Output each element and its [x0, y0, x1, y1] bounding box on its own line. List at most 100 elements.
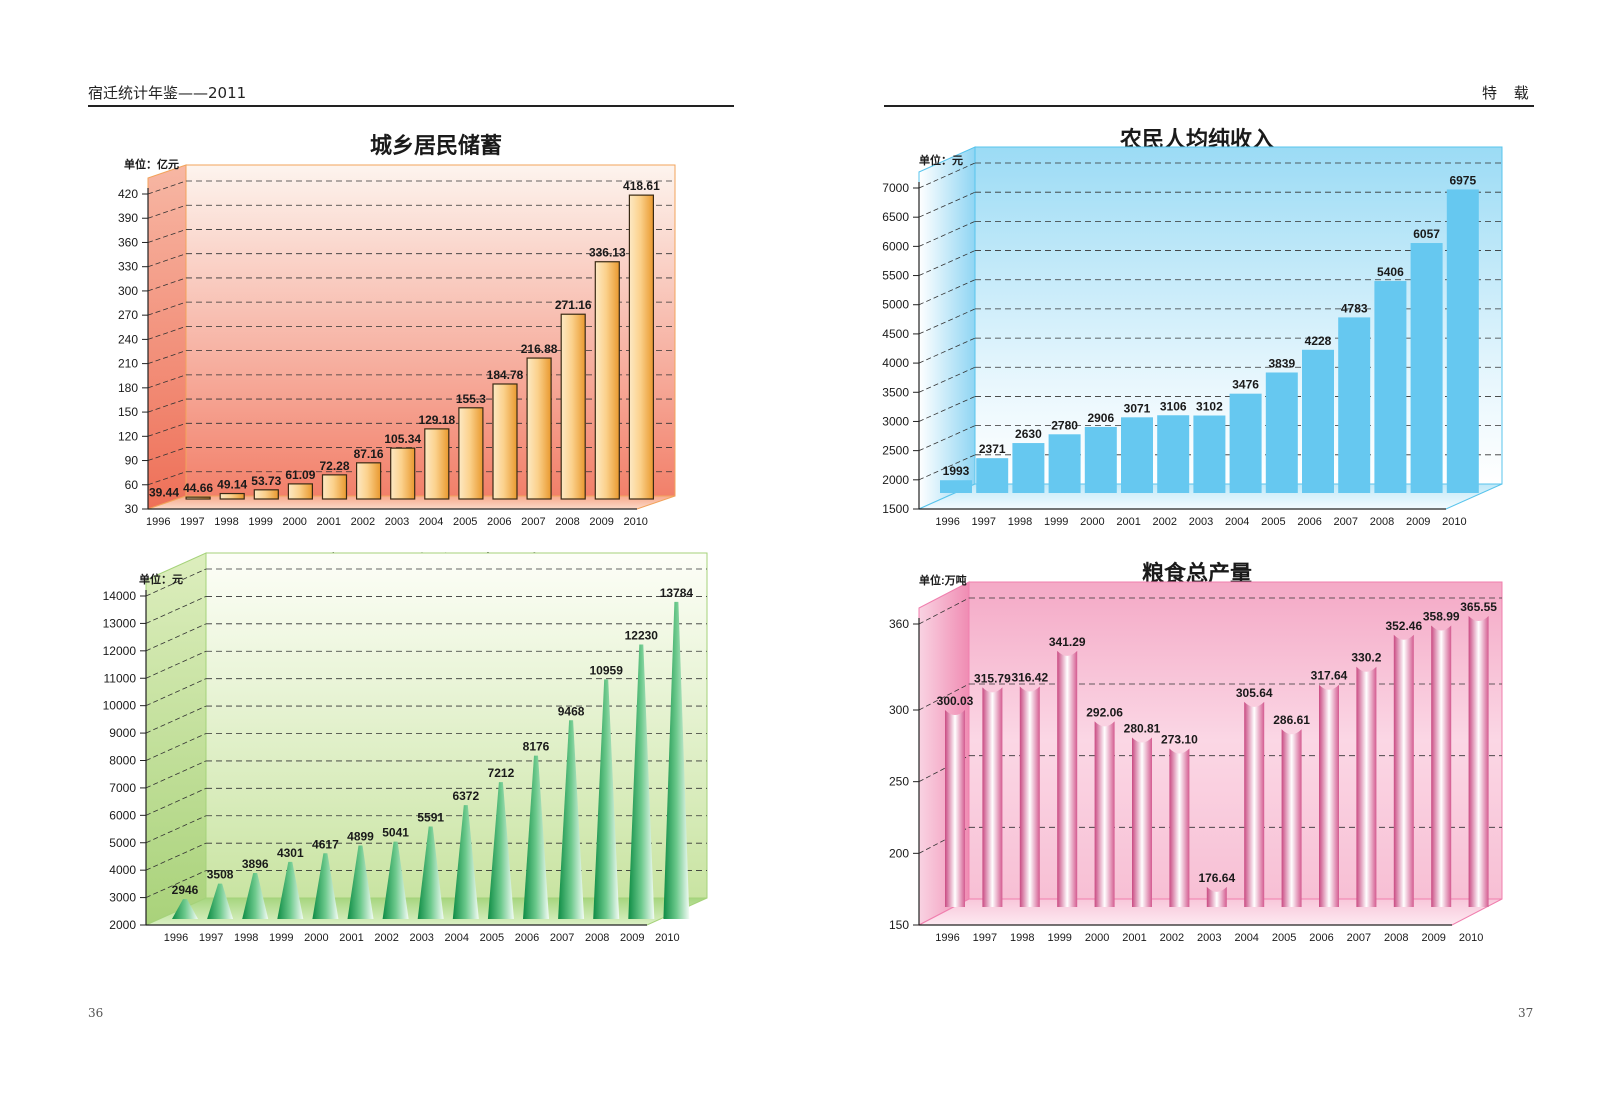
- gridline-side: [918, 454, 976, 481]
- y-tick-label: 11000: [104, 671, 137, 685]
- data-label: 61.09: [285, 468, 315, 482]
- gridline-side: [147, 253, 187, 268]
- y-tick-label: 5000: [109, 836, 136, 850]
- x-tick-label: 2006: [1297, 516, 1321, 528]
- y-tick-label: 390: [118, 211, 138, 225]
- gridline-side: [147, 374, 187, 389]
- y-tick-label: 4000: [109, 863, 136, 877]
- y-tick-label: 4500: [882, 327, 909, 341]
- data-label: 2630: [1015, 427, 1042, 441]
- data-label: 176.64: [1198, 871, 1235, 885]
- data-label: 2946: [172, 883, 199, 897]
- x-tick-label: 1999: [1044, 516, 1068, 528]
- x-tick-label: 2001: [317, 516, 341, 528]
- running-header-right: 特 载: [1482, 84, 1535, 102]
- x-tick-label: 2001: [339, 932, 363, 944]
- y-tick-label: 270: [118, 308, 138, 322]
- data-label: 216.88: [521, 342, 558, 356]
- data-label: 317.64: [1311, 669, 1348, 683]
- data-label: 44.66: [183, 481, 213, 495]
- y-tick-label: 60: [125, 478, 139, 492]
- x-tick-label: 2000: [1085, 932, 1109, 944]
- bar: [982, 687, 1003, 907]
- chart-grain: 150 200 250 300 360 单位:万吨 300.03 1996 315.79 1997…: [889, 573, 1503, 944]
- x-tick-label: 2000: [282, 516, 306, 528]
- x-tick-label: 2003: [1197, 932, 1221, 944]
- chart-urban-income: 2000 3000 4000 5000 6000 7000 8000 9000 10000 110…: [103, 552, 708, 944]
- x-tick-label: 2008: [555, 516, 579, 528]
- x-tick-label: 2000: [304, 932, 328, 944]
- gridline-side: [145, 705, 207, 734]
- x-tick-label: 1997: [972, 516, 996, 528]
- y-tick-label: 6000: [882, 239, 909, 253]
- y-tick-label: 3500: [882, 385, 909, 399]
- data-label: 358.99: [1423, 609, 1460, 623]
- data-label: 330.2: [1351, 651, 1381, 665]
- gridline-side: [918, 425, 976, 452]
- gridline-side: [147, 471, 187, 486]
- data-label: 7212: [488, 766, 515, 780]
- gridline-side: [918, 755, 970, 783]
- bar: [1393, 634, 1414, 907]
- unit-label: 单位：元: [139, 572, 183, 586]
- gridline-side: [145, 760, 207, 789]
- bar: [594, 261, 620, 500]
- y-tick-label: 13000: [103, 616, 137, 630]
- y-tick-label: 3000: [882, 414, 909, 428]
- y-tick-label: 7000: [882, 181, 909, 195]
- y-tick-label: 6500: [882, 210, 909, 224]
- unit-label: 单位：元: [919, 153, 963, 167]
- gridline-side: [147, 350, 187, 364]
- data-label: 280.81: [1124, 722, 1161, 736]
- bar: [1281, 729, 1302, 907]
- x-tick-label: 2000: [1080, 516, 1104, 528]
- gridline-side: [147, 229, 187, 243]
- gridline-side: [918, 191, 976, 218]
- data-label: 4617: [312, 837, 339, 851]
- bar: [1157, 415, 1190, 493]
- data-label: 53.73: [251, 474, 281, 488]
- y-tick-label: 150: [889, 918, 909, 932]
- gridline-side: [145, 870, 207, 898]
- y-tick-label: 120: [118, 429, 138, 443]
- chart-side-wall: [145, 552, 207, 926]
- bar: [945, 709, 965, 907]
- bar: [207, 883, 234, 919]
- x-tick-label: 2009: [589, 516, 613, 528]
- y-tick-label: 7000: [109, 781, 136, 795]
- y-tick-label: 14000: [103, 589, 137, 603]
- data-label: 3106: [1160, 399, 1187, 413]
- gridline-side: [145, 733, 207, 761]
- data-label: 4228: [1305, 334, 1332, 348]
- bar: [526, 357, 552, 500]
- x-tick-label: 2003: [385, 516, 409, 528]
- unit-label: 单位：亿元: [124, 157, 179, 171]
- bar: [1012, 443, 1045, 493]
- data-label: 5591: [417, 811, 444, 825]
- bar: [277, 861, 304, 919]
- x-tick-label: 2007: [521, 516, 545, 528]
- bar: [940, 480, 972, 493]
- data-label: 129.18: [418, 413, 455, 427]
- bar: [1338, 317, 1371, 493]
- data-label: 155.3: [456, 392, 486, 406]
- gridline-side: [145, 650, 207, 679]
- x-tick-label: 2008: [585, 932, 609, 944]
- x-tick-label: 2008: [1370, 516, 1394, 528]
- y-tick-label: 250: [889, 775, 909, 789]
- x-tick-label: 1996: [146, 516, 170, 528]
- x-tick-label: 1997: [180, 516, 204, 528]
- bar: [1446, 189, 1479, 493]
- x-tick-label: 1996: [935, 516, 959, 528]
- x-tick-label: 1996: [164, 932, 188, 944]
- bar: [417, 826, 444, 919]
- bar: [1374, 281, 1407, 493]
- y-tick-label: 180: [118, 381, 138, 395]
- x-tick-label: 2003: [409, 932, 433, 944]
- bar: [185, 496, 211, 500]
- x-tick-label: 2005: [1261, 516, 1285, 528]
- y-tick-label: 30: [125, 502, 139, 516]
- gridline-side: [147, 398, 187, 413]
- x-tick-label: 2010: [655, 932, 679, 944]
- data-label: 72.28: [319, 459, 349, 473]
